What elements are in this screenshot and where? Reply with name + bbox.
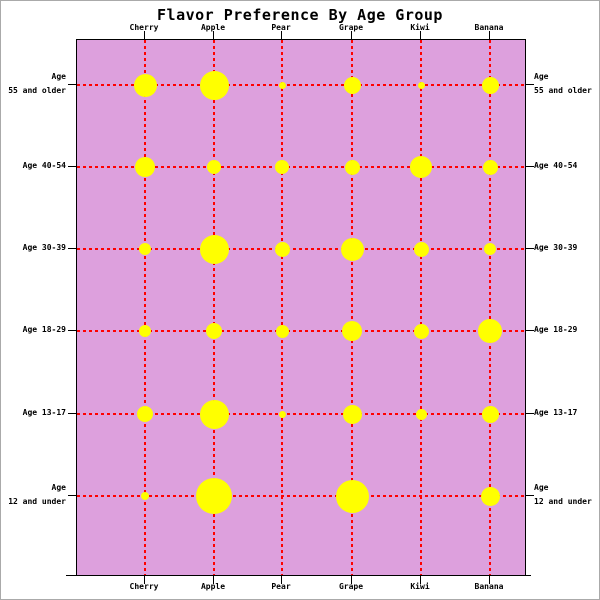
col-label-bottom-banana: Banana [474, 582, 504, 591]
bubble-grape-age-13-17 [342, 404, 362, 424]
bubble-kiwi-age-18-29 [413, 323, 429, 339]
tick-top-grape [351, 31, 352, 39]
bubble-grape-age-18-29 [342, 321, 362, 341]
tick-right-age-13-17 [526, 413, 534, 414]
bubble-cherry-age-13-17 [137, 406, 153, 422]
tick-bottom-grape [351, 576, 352, 584]
grid-col-line-kiwi [420, 40, 422, 575]
bubble-apple-age-13-17 [199, 399, 229, 429]
row-label-right-age-18-29: Age 18-29 [534, 325, 578, 334]
grid-row-line-age-30-39 [77, 248, 525, 250]
col-label-bottom-grape: Grape [338, 582, 364, 591]
col-label-top-cherry: Cherry [129, 23, 159, 32]
bubble-grape-age-30-39 [340, 237, 364, 261]
bubble-apple-age-55-and-older [199, 70, 229, 100]
col-label-bottom-pear: Pear [271, 582, 291, 591]
row-label-right-age-55-and-older: Age 55 and older [534, 72, 592, 95]
tick-left-age-18-29 [68, 330, 76, 331]
bubble-banana-age-30-39 [484, 243, 496, 255]
tick-bottom-kiwi [420, 576, 421, 584]
bubble-banana-age-18-29 [478, 319, 502, 343]
tick-top-apple [213, 31, 214, 39]
grid-row-line-age-12-and-under [77, 495, 525, 497]
tick-top-kiwi [420, 31, 421, 39]
bubble-apple-age-40-54 [207, 160, 221, 174]
tick-top-cherry [144, 31, 145, 39]
col-label-bottom-kiwi: Kiwi [410, 582, 430, 591]
row-label-left-age-40-54: Age 40-54 [22, 161, 66, 170]
bubble-banana-age-55-and-older [481, 76, 499, 94]
tick-left-age-13-17 [68, 413, 76, 414]
chart-title: Flavor Preference By Age Group [157, 6, 443, 24]
row-label-left-age-30-39: Age 30-39 [22, 243, 66, 252]
bubble-cherry-age-30-39 [139, 243, 151, 255]
bubble-apple-age-18-29 [206, 323, 222, 339]
grid-col-line-cherry [144, 40, 146, 575]
bubble-grape-age-40-54 [344, 159, 360, 175]
row-label-right-age-30-39: Age 30-39 [534, 243, 578, 252]
col-label-top-banana: Banana [474, 23, 504, 32]
bubble-pear-age-30-39 [274, 241, 290, 257]
bubble-pear-age-40-54 [275, 160, 289, 174]
bubble-banana-age-13-17 [481, 405, 499, 423]
bottom-axis-line [66, 575, 531, 576]
row-label-left-age-55-and-older: Age 55 and older [8, 72, 66, 95]
grid-row-line-age-18-29 [77, 330, 525, 332]
plot-area [76, 39, 526, 576]
bubble-kiwi-age-55-and-older [417, 81, 425, 89]
bubble-apple-age-30-39 [199, 234, 229, 264]
bubble-cherry-age-40-54 [135, 157, 155, 177]
bubble-pear-age-13-17 [278, 410, 286, 418]
tick-bottom-apple [213, 576, 214, 584]
grid-row-line-age-13-17 [77, 413, 525, 415]
tick-top-pear [281, 31, 282, 39]
tick-right-age-12-and-under [526, 495, 534, 496]
tick-left-age-55-and-older [68, 84, 76, 85]
bubble-apple-age-12-and-under [196, 478, 232, 514]
col-label-bottom-apple: Apple [200, 582, 226, 591]
grid-row-line-age-40-54 [77, 166, 525, 168]
row-label-left-age-12-and-under: Age 12 and under [8, 483, 66, 506]
tick-left-age-12-and-under [68, 495, 76, 496]
bubble-kiwi-age-13-17 [415, 408, 427, 420]
col-label-top-kiwi: Kiwi [410, 23, 430, 32]
bubble-pear-age-18-29 [275, 324, 289, 338]
bubble-kiwi-age-30-39 [413, 241, 429, 257]
bubble-cherry-age-12-and-under [141, 492, 149, 500]
col-label-top-grape: Grape [338, 23, 364, 32]
grid-col-line-banana [489, 40, 491, 575]
bubble-kiwi-age-40-54 [410, 156, 432, 178]
tick-left-age-30-39 [68, 248, 76, 249]
grid-col-line-apple [213, 40, 215, 575]
tick-right-age-18-29 [526, 330, 534, 331]
row-label-right-age-40-54: Age 40-54 [534, 161, 578, 170]
tick-right-age-30-39 [526, 248, 534, 249]
tick-left-age-40-54 [68, 166, 76, 167]
row-label-right-age-12-and-under: Age 12 and under [534, 483, 592, 506]
bubble-pear-age-55-and-older [278, 81, 286, 89]
col-label-bottom-cherry: Cherry [129, 582, 159, 591]
col-label-top-apple: Apple [200, 23, 226, 32]
bubble-banana-age-12-and-under [480, 486, 500, 506]
row-label-right-age-13-17: Age 13-17 [534, 408, 578, 417]
tick-bottom-cherry [144, 576, 145, 584]
tick-bottom-banana [489, 576, 490, 584]
row-label-left-age-13-17: Age 13-17 [22, 408, 66, 417]
tick-bottom-pear [281, 576, 282, 584]
bubble-grape-age-55-and-older [343, 76, 361, 94]
row-label-left-age-18-29: Age 18-29 [22, 325, 66, 334]
bubble-banana-age-40-54 [482, 159, 498, 175]
grid-row-line-age-55-and-older [77, 84, 525, 86]
grid-col-line-grape [351, 40, 353, 575]
bubble-cherry-age-18-29 [139, 325, 151, 337]
grid-col-line-pear [281, 40, 283, 575]
tick-right-age-55-and-older [526, 84, 534, 85]
col-label-top-pear: Pear [271, 23, 291, 32]
bubble-grape-age-12-and-under [335, 479, 369, 513]
bubble-cherry-age-55-and-older [133, 73, 157, 97]
tick-right-age-40-54 [526, 166, 534, 167]
tick-top-banana [489, 31, 490, 39]
